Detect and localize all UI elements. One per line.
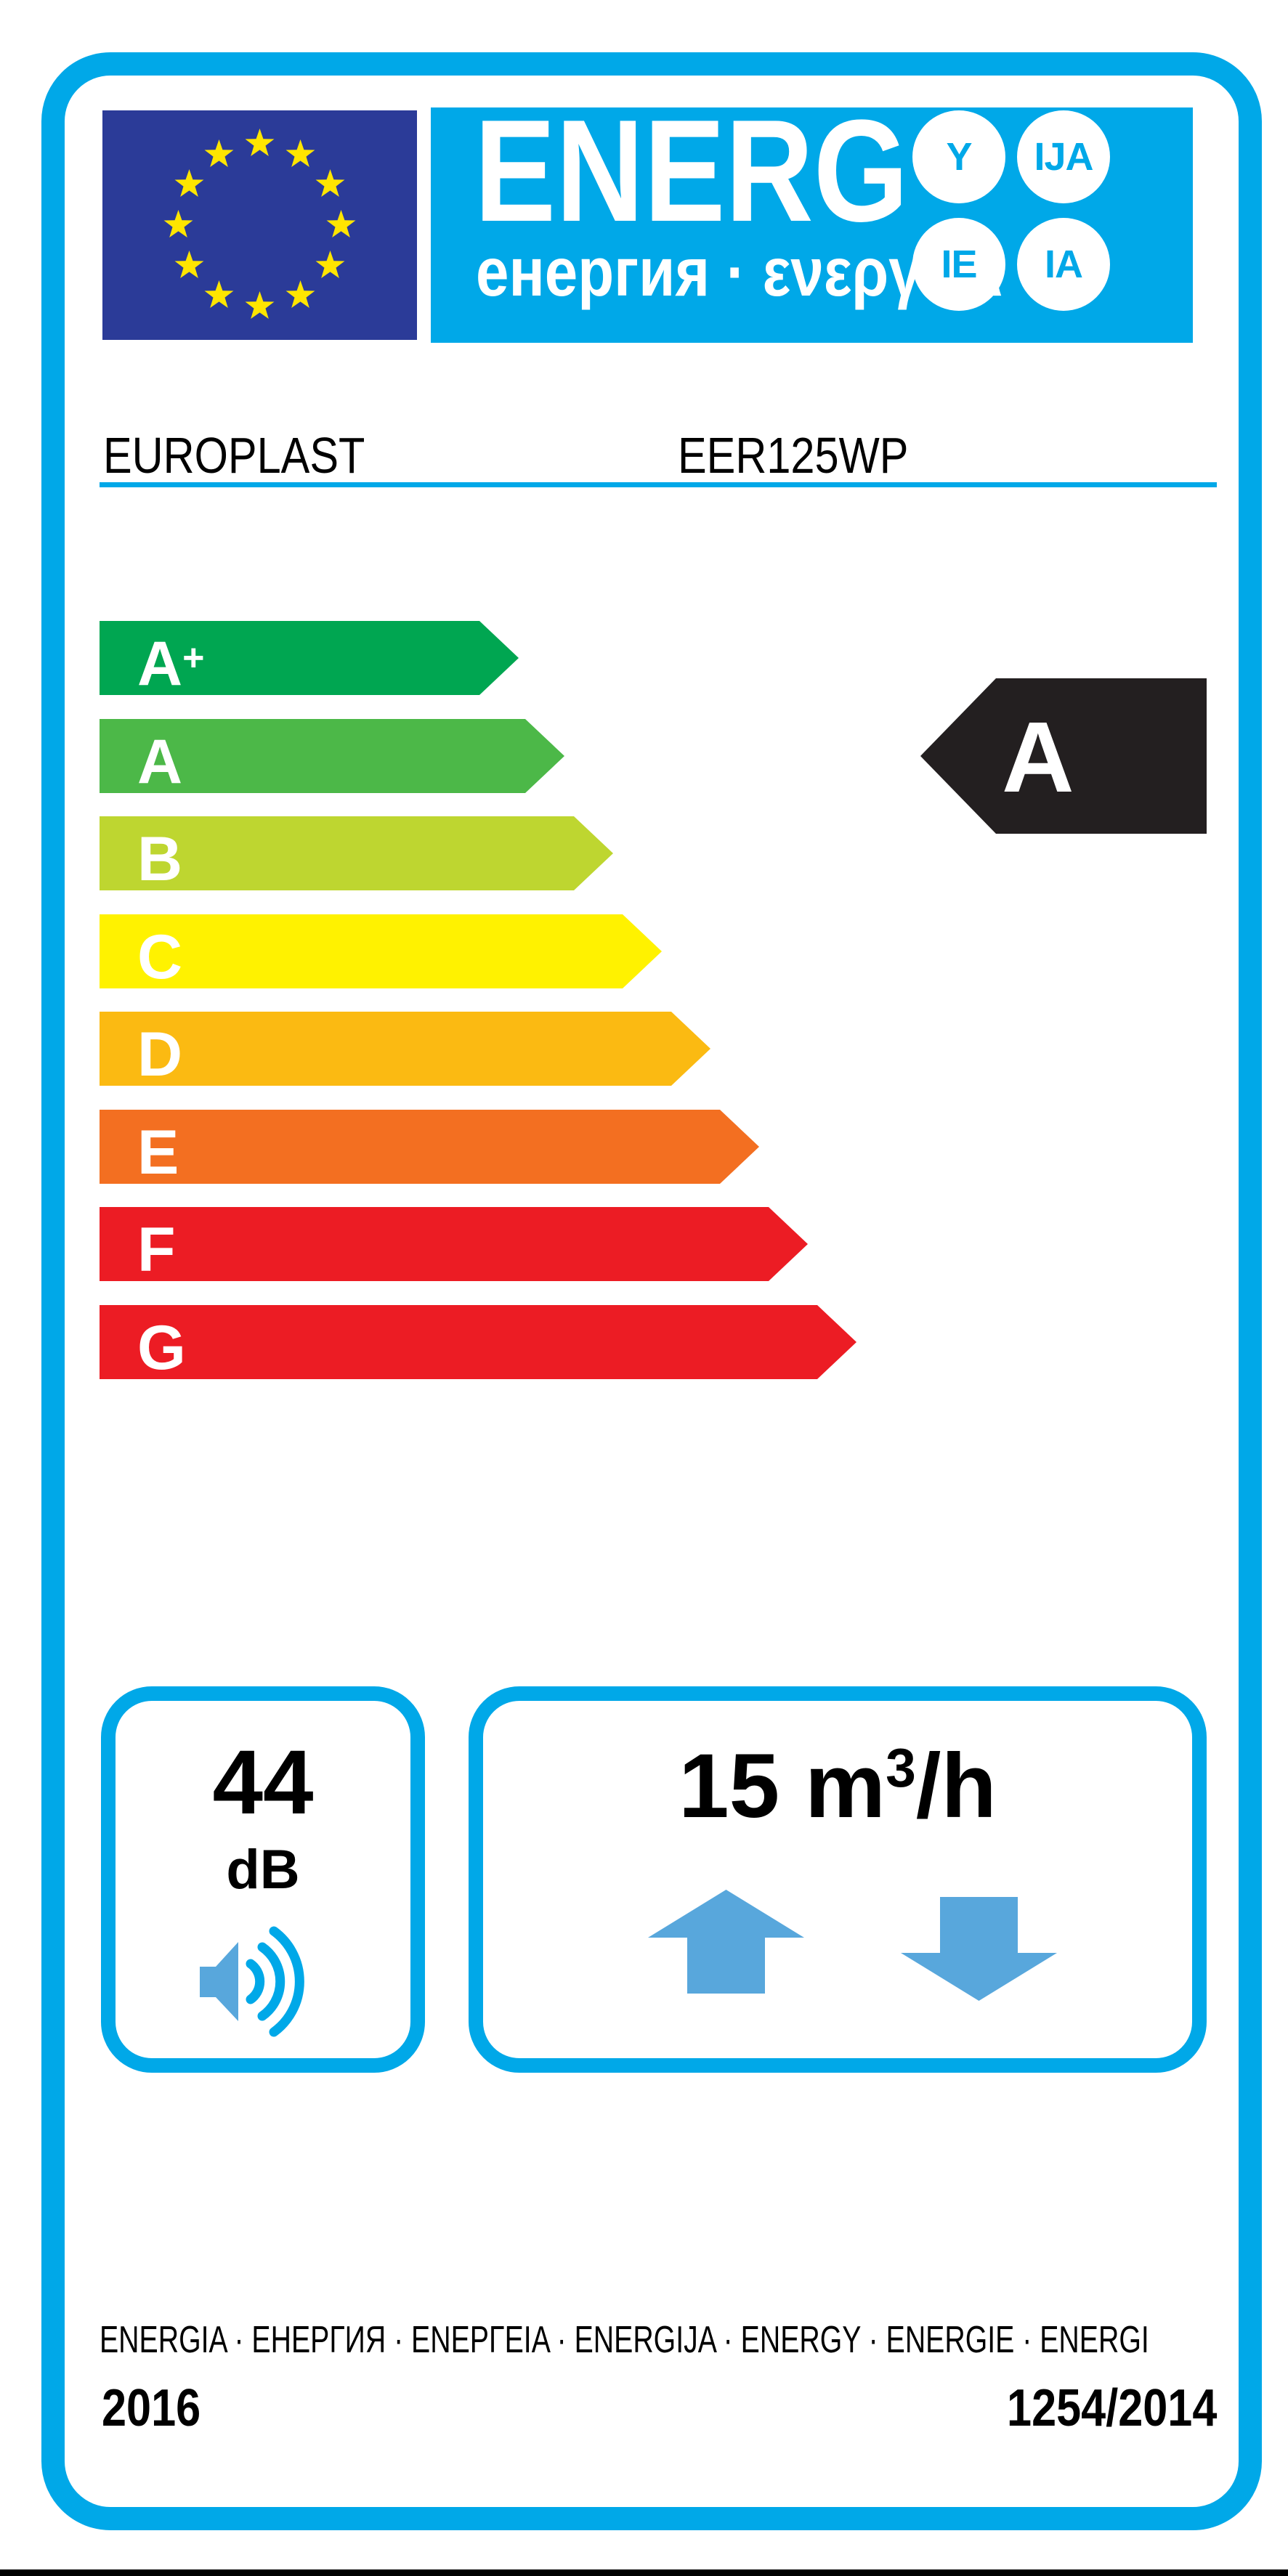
header-circle-ie: IE: [912, 218, 1005, 311]
header-circle-ia: IA: [1017, 218, 1110, 311]
scale-arrow-a-plus: A+: [100, 621, 519, 695]
rating-indicator-letter: A: [1002, 702, 1074, 813]
label-year: 2016: [102, 2379, 201, 2437]
energ-title: ENERG: [474, 90, 909, 252]
noise-value: 44: [212, 1732, 314, 1833]
header-circle-y: Y: [912, 110, 1005, 203]
energy-languages-line: ENERGIA · ЕНЕРГИЯ · ΕΝΕΡΓΕΙΑ · ENERGIJA …: [100, 2319, 1149, 2361]
scale-arrow-g: G: [100, 1305, 856, 1379]
scale-arrow-f: F: [100, 1207, 808, 1281]
airflow-unit-rest: /h: [915, 1736, 997, 1837]
airflow-box: 15 m3/h: [469, 1686, 1207, 2073]
rating-indicator-arrow: A: [920, 678, 1207, 834]
rating-indicator-shape: [920, 678, 1207, 834]
brand-name: EUROPLAST: [103, 427, 365, 484]
scale-arrow-a: A: [100, 719, 564, 793]
scale-arrow-e: E: [100, 1110, 759, 1184]
airflow-unit-exponent: 3: [886, 1737, 916, 1798]
eu-flag-stars: [163, 129, 356, 319]
noise-unit: dB: [226, 1839, 300, 1901]
airflow-number: 15: [679, 1736, 780, 1837]
header-circle-ija: IJA: [1017, 110, 1110, 203]
airflow-up-arrow-icon: [648, 1890, 804, 1994]
airflow-down-arrow-icon: [901, 1897, 1057, 2001]
scale-arrow-d: D: [100, 1012, 710, 1086]
scale-letter: A+: [137, 629, 205, 699]
speaker-icon: [200, 1926, 304, 2037]
scale-letter: C: [137, 922, 183, 992]
label-border: [41, 52, 1262, 2530]
scale-letter: F: [137, 1215, 176, 1285]
scale-letter: D: [137, 1020, 183, 1089]
scale-letter: E: [137, 1118, 179, 1187]
airflow-value: 15 m3/h: [483, 1741, 1192, 1832]
airflow-unit: m: [804, 1736, 886, 1837]
energ-banner: ENERG енергия · ενεργεια Y IJA IE IA: [431, 99, 1193, 343]
regulation-number: 1254/2014: [1006, 2379, 1217, 2437]
scale-arrow-c: C: [100, 914, 662, 988]
scale-letter: G: [137, 1313, 186, 1383]
noise-box: 44 dB: [101, 1686, 425, 2073]
bottom-edge-line: [0, 2569, 1288, 2576]
brand-divider: [100, 482, 1217, 487]
model-number: EER125WP: [678, 427, 909, 484]
scale-letter: A: [137, 727, 183, 797]
scale-letter: B: [137, 824, 183, 894]
eu-flag: [102, 110, 417, 340]
scale-arrow-b: B: [100, 816, 613, 890]
